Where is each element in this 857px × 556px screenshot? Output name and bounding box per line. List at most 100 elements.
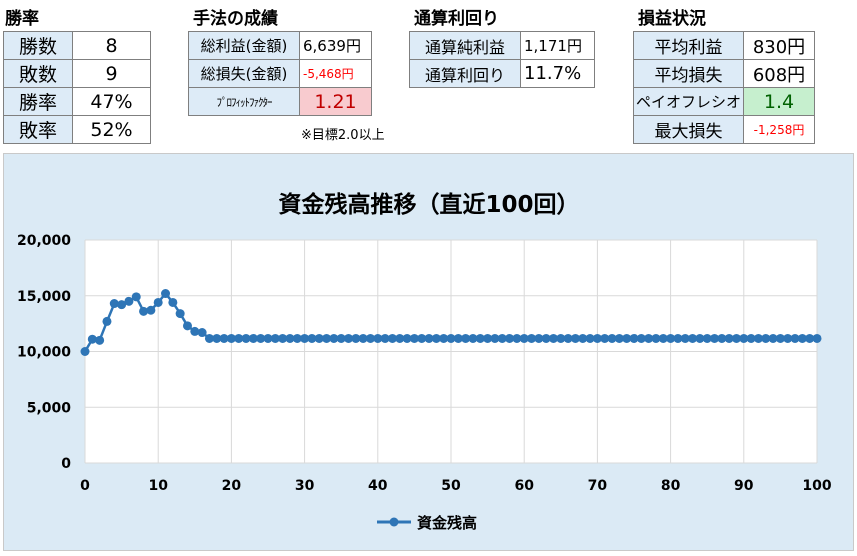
net-profit-label: 通算純利益 [409,31,521,60]
payoff-ratio-value: 1.4 [743,87,815,116]
data-point [622,333,632,343]
x-tick-label: 100 [802,478,831,494]
data-point [534,333,544,343]
data-point [629,333,639,343]
max-loss-label: 最大損失 [633,115,744,144]
winrate-value: 47% [72,87,151,116]
pl-row-avg-loss: 平均損失 608円 [633,59,815,88]
data-point [248,333,258,343]
win-row-wins: 勝数 8 [3,31,151,60]
target-note: ※目標2.0以上 [301,128,385,143]
x-axis-ticks: 0 10 20 30 40 50 60 70 80 90 100 [80,478,832,494]
total-row-yield: 通算利回り 11.7% [409,59,595,88]
data-point [739,333,749,343]
losses-label: 敗数 [3,59,73,88]
winrate-label: 勝率 [3,87,73,116]
max-loss-value: -1,258円 [743,115,815,144]
data-point [344,333,354,343]
data-point [585,333,595,343]
data-point [300,333,310,343]
gross-loss-value: -5,468円 [299,59,372,88]
method-row-profit-factor: ﾌﾟﾛﾌｨｯﾄﾌｧｸﾀｰ 1.21 [188,87,372,116]
data-point [490,333,500,343]
data-point [87,334,97,344]
data-point [710,333,720,343]
data-point [527,333,537,343]
data-point [307,333,317,343]
pl-table: 平均利益 830円 平均損失 608円 ペイオフレシオ 1.4 最大損失 -1,258円 [633,31,815,144]
data-point [468,333,478,343]
y-tick-label: 10,000 [17,345,71,361]
x-tick-label: 60 [514,478,534,494]
balance-chart: 資金残高推移（直近100回） 0 5,000 10,000 15,000 20,000 … [3,153,854,551]
balance-chart-svg: 資金残高推移（直近100回） 05,00010,00015,00020,000 … [17,191,832,532]
data-point [556,333,566,343]
data-point [387,333,397,343]
data-point [775,333,785,343]
data-point [592,333,602,343]
method-section-title: 手法の成績 [193,9,278,29]
gross-profit-label: 総利益(金額) [188,31,300,60]
data-point [395,333,405,343]
data-point [424,333,434,343]
data-point [731,333,741,343]
x-tick-label: 70 [588,478,608,494]
total-row-net-profit: 通算純利益 1,171円 [409,31,595,60]
data-point [139,306,149,316]
data-point [109,299,119,309]
data-point [124,296,134,306]
legend-dot-marker [389,517,399,527]
data-point [753,333,763,343]
y-tick-label: 5,000 [27,400,72,416]
data-point [636,333,646,343]
data-point [651,333,661,343]
x-tick-label: 80 [661,478,681,494]
data-point [614,333,624,343]
data-point [702,333,712,343]
y-axis-ticks: 0 5,000 10,000 15,000 20,000 [17,233,71,472]
data-point [600,333,610,343]
data-point [644,333,654,343]
avg-profit-value: 830円 [743,31,815,60]
legend-label: 資金残高 [417,514,477,532]
data-point [314,333,324,343]
chart-grid [84,239,818,464]
win-table: 勝数 8 敗数 9 勝率 47% 敗率 52% [3,31,151,144]
x-tick-label: 10 [148,478,168,494]
pl-row-avg-profit: 平均利益 830円 [633,31,815,60]
gross-profit-value: 6,639円 [299,31,372,60]
data-point [658,333,668,343]
yield-value: 11.7% [520,59,595,88]
data-point [204,333,214,343]
data-point [548,333,558,343]
data-point [263,333,273,343]
data-point [761,333,771,343]
data-point [446,333,456,343]
data-point [256,333,266,343]
profit-factor-label: ﾌﾟﾛﾌｨｯﾄﾌｧｸﾀｰ [188,87,300,116]
data-point [402,333,412,343]
lossrate-label: 敗率 [3,115,73,144]
data-point [292,333,302,343]
data-point [197,328,207,338]
data-point [153,297,163,307]
total-table: 通算純利益 1,171円 通算利回り 11.7% [409,31,595,88]
data-point [724,333,734,343]
losses-value: 9 [72,59,151,88]
data-point [322,333,332,343]
data-point [505,333,515,343]
data-point [270,333,280,343]
pl-row-payoff-ratio: ペイオフレシオ 1.4 [633,87,815,116]
pl-row-max-loss: 最大損失 -1,258円 [633,115,815,144]
total-section-title: 通算利回り [414,9,499,29]
win-row-winrate: 勝率 47% [3,87,151,116]
data-point [483,333,493,343]
data-point [146,305,156,315]
data-point [409,333,419,343]
data-point [461,333,471,343]
data-point [168,297,178,307]
data-point [570,333,580,343]
data-point [161,289,171,299]
x-tick-label: 90 [734,478,754,494]
data-point [380,333,390,343]
